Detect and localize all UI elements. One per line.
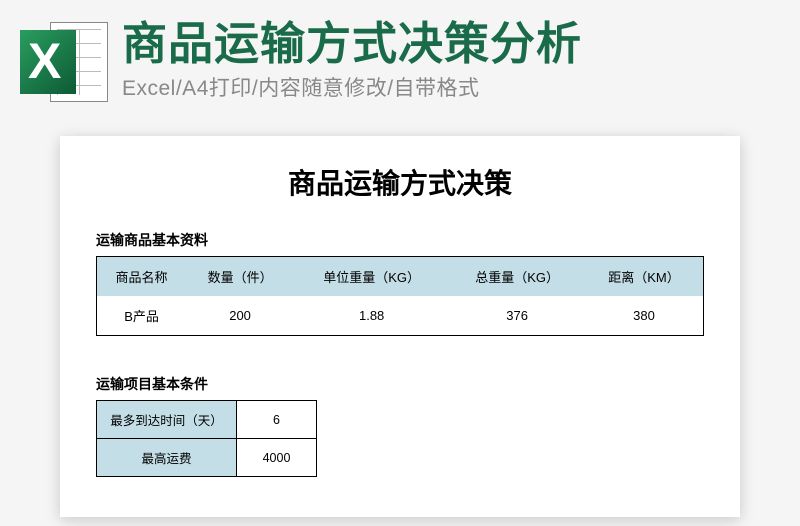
header-bar: X 商品运输方式决策分析 Excel/A4打印/内容随意修改/自带格式: [0, 0, 800, 106]
section2-label: 运输项目基本条件: [96, 374, 704, 394]
cell-quantity: 200: [186, 296, 294, 336]
document-preview: 商品运输方式决策 运输商品基本资料 商品名称 数量（件） 单位重量（KG） 总重…: [60, 136, 740, 517]
col-total-weight: 总重量（KG）: [449, 257, 585, 297]
page-subtitle: Excel/A4打印/内容随意修改/自带格式: [122, 72, 780, 102]
col-quantity: 数量（件）: [186, 257, 294, 297]
page-title: 商品运输方式决策分析: [122, 18, 780, 70]
cond-max-cost-value: 4000: [237, 439, 317, 477]
table-row: 最多到达时间（天） 6: [97, 401, 317, 439]
product-table: 商品名称 数量（件） 单位重量（KG） 总重量（KG） 距离（KM） B产品 2…: [96, 256, 704, 336]
cond-max-days-value: 6: [237, 401, 317, 439]
section2: 运输项目基本条件 最多到达时间（天） 6 最高运费 4000: [96, 374, 704, 477]
section1-label: 运输商品基本资料: [96, 230, 704, 250]
table-row: B产品 200 1.88 376 380: [97, 296, 704, 336]
col-unit-weight: 单位重量（KG）: [294, 257, 449, 297]
cond-max-cost-label: 最高运费: [97, 439, 237, 477]
col-product-name: 商品名称: [97, 257, 187, 297]
excel-icon-letter: X: [28, 36, 59, 86]
excel-icon: X: [20, 18, 108, 106]
cell-unit-weight: 1.88: [294, 296, 449, 336]
title-block: 商品运输方式决策分析 Excel/A4打印/内容随意修改/自带格式: [122, 18, 780, 102]
col-distance: 距离（KM）: [585, 257, 703, 297]
table-row: 最高运费 4000: [97, 439, 317, 477]
cond-max-days-label: 最多到达时间（天）: [97, 401, 237, 439]
cell-total-weight: 376: [449, 296, 585, 336]
doc-title: 商品运输方式决策: [96, 162, 704, 202]
cell-distance: 380: [585, 296, 703, 336]
cell-product-name: B产品: [97, 296, 187, 336]
table-header-row: 商品名称 数量（件） 单位重量（KG） 总重量（KG） 距离（KM）: [97, 257, 704, 297]
conditions-table: 最多到达时间（天） 6 最高运费 4000: [96, 400, 317, 477]
